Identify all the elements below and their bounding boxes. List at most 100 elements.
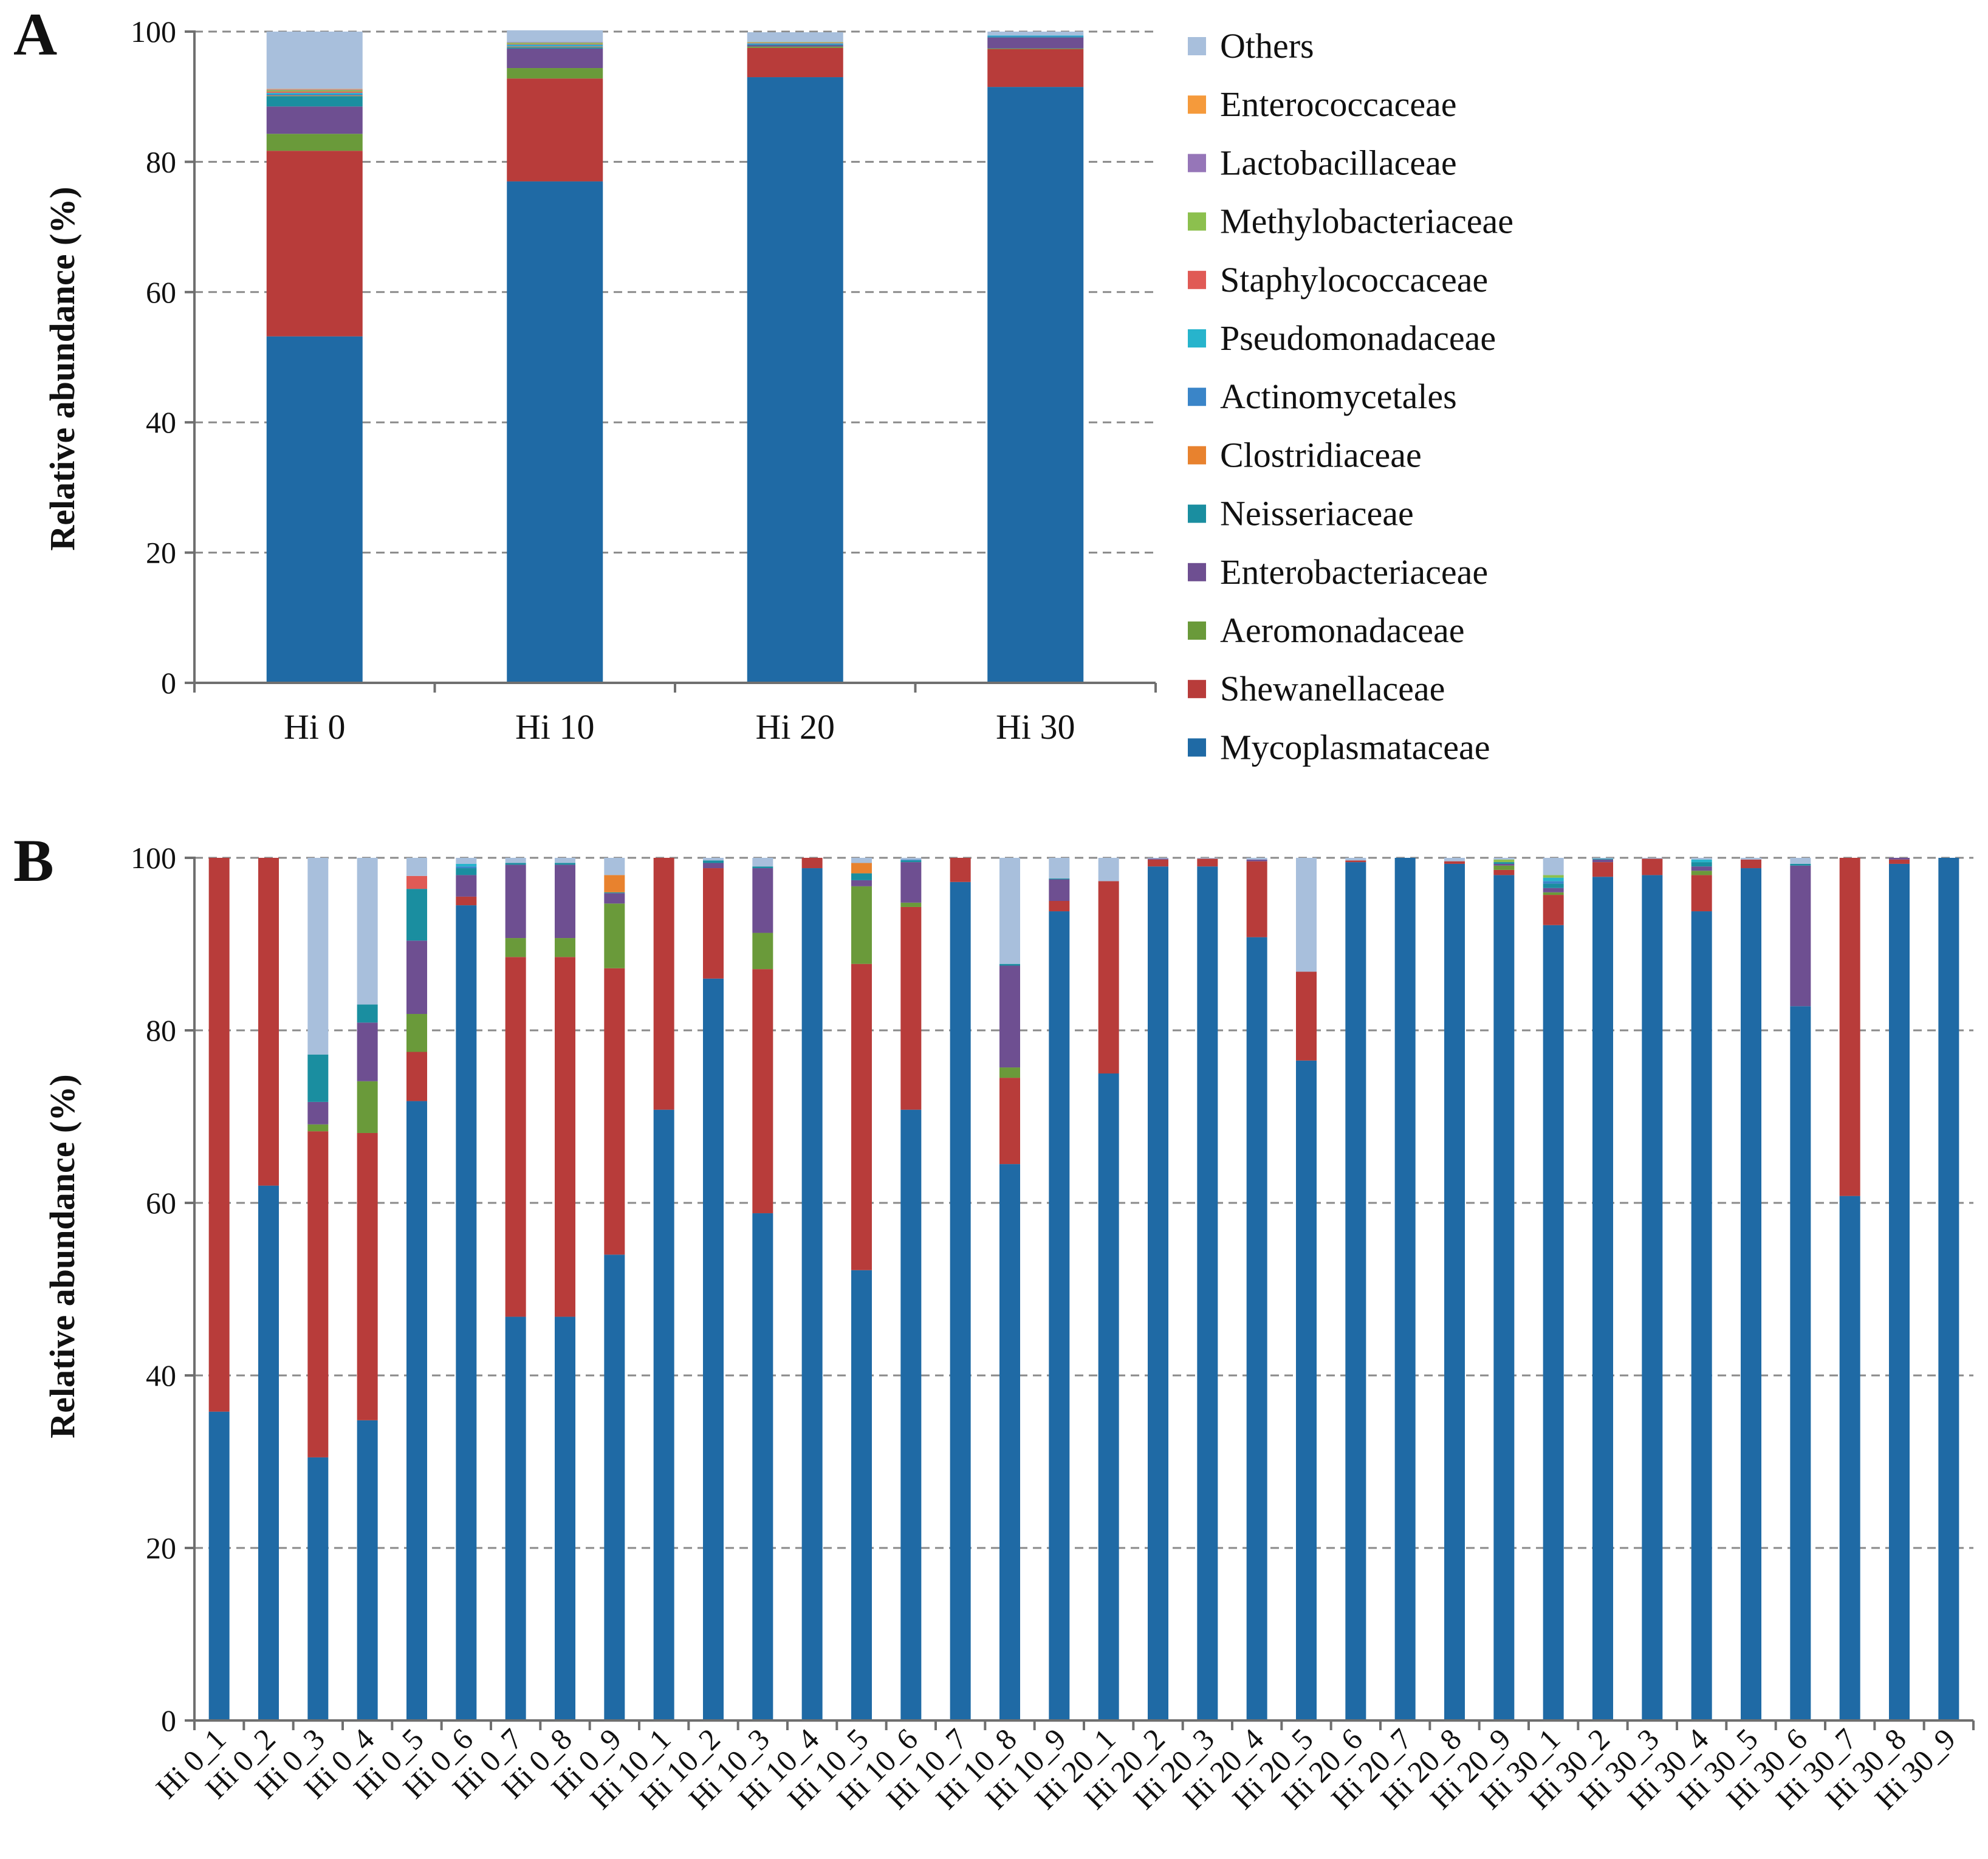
panel-b-y-tick-label: 20 xyxy=(146,1531,176,1565)
panel-a-segment-hi-10-methylobacteriaceae xyxy=(507,43,603,44)
legend-label-clostridiaceae: Clostridiaceae xyxy=(1220,435,1422,474)
panel-a-x-tick-label: Hi 10 xyxy=(515,707,595,747)
panel-b-segment-hi-30-1-methylobacteriaceae xyxy=(1543,875,1564,878)
legend-label-enterobacteriaceae: Enterobacteriaceae xyxy=(1220,552,1488,592)
panel-b-segment-hi-0-9-enterobacteriaceae xyxy=(604,893,625,904)
panel-b-segment-hi-0-2-mycoplasmataceae xyxy=(258,1185,279,1720)
panel-b-segment-hi-0-7-shewanellaceae xyxy=(505,957,526,1317)
legend-swatch-enterobacteriaceae xyxy=(1188,563,1206,581)
panel-b-segment-hi-0-4-mycoplasmataceae xyxy=(357,1420,378,1720)
panel-b-segment-hi-30-4-aeromonadaceae xyxy=(1691,871,1712,875)
panel-b-segment-hi-30-6-others xyxy=(1790,858,1811,864)
panel-b-bar-hi-0-2 xyxy=(258,858,279,1720)
panel-b-y-tick-label: 40 xyxy=(146,1358,176,1392)
panel-b-bar-hi-0-3 xyxy=(307,858,329,1720)
panel-b-segment-hi-10-3-enterobacteriaceae xyxy=(752,868,773,933)
panel-b-segment-hi-10-9-enterobacteriaceae xyxy=(1049,879,1070,901)
panel-b-segment-hi-30-3-mycoplasmataceae xyxy=(1642,875,1663,1720)
panel-a-segment-hi-20-pseudomonadaceae xyxy=(747,43,843,44)
panel-b-segment-hi-20-8-shewanellaceae xyxy=(1444,861,1465,864)
panel-a-segment-hi-0-methylobacteriaceae xyxy=(266,90,363,92)
panel-b-segment-hi-0-1-mycoplasmataceae xyxy=(208,1411,230,1720)
panel-b-bar-hi-20-7 xyxy=(1394,858,1416,1720)
panel-a-segment-hi-30-others xyxy=(987,32,1084,36)
legend-label-pseudomonadaceae: Pseudomonadaceae xyxy=(1220,318,1496,358)
panel-b-y-tick-label: 0 xyxy=(161,1703,176,1737)
panel-b-segment-hi-10-8-aeromonadaceae xyxy=(999,1067,1020,1078)
panel-b-axes xyxy=(185,857,1975,1730)
panel-b-bars xyxy=(208,858,1959,1720)
panel-b-segment-hi-20-9-neisseriaceae xyxy=(1493,862,1515,864)
legend-label-neisseriaceae: Neisseriaceae xyxy=(1220,494,1414,533)
legend-item-clostridiaceae: Clostridiaceae xyxy=(1188,435,1422,474)
panel-b-segment-hi-30-4-neisseriaceae xyxy=(1691,862,1712,867)
panel-b-segment-hi-10-3-aeromonadaceae xyxy=(752,933,773,970)
panel-b-segment-hi-20-4-shewanellaceae xyxy=(1246,861,1267,937)
panel-b-segment-hi-30-4-shewanellaceae xyxy=(1691,875,1712,912)
panel-b-segment-hi-10-8-shewanellaceae xyxy=(999,1078,1020,1165)
panel-b-segment-hi-10-3-mycoplasmataceae xyxy=(752,1213,773,1720)
panel-b-bar-hi-30-7 xyxy=(1839,858,1860,1720)
legend-label-others: Others xyxy=(1220,26,1314,66)
panel-b-bar-hi-20-1 xyxy=(1098,858,1119,1720)
panel-b-segment-hi-20-8-others xyxy=(1444,858,1465,861)
panel-b-segment-hi-30-1-actinomycetales xyxy=(1543,881,1564,884)
panel-b-segment-hi-0-7-aeromonadaceae xyxy=(505,938,526,957)
panel-b-segment-hi-30-1-enterobacteriaceae xyxy=(1543,888,1564,892)
panel-b-segment-hi-30-7-mycoplasmataceae xyxy=(1839,1196,1860,1720)
panel-b-segment-hi-10-5-aeromonadaceae xyxy=(851,886,872,964)
panel-b-segment-hi-20-2-mycoplasmataceae xyxy=(1148,866,1168,1720)
panel-a-segment-hi-10-aeromonadaceae xyxy=(507,68,603,79)
panel-b-segment-hi-20-6-shewanellaceae xyxy=(1345,860,1366,863)
legend-swatch-actinomycetales xyxy=(1188,388,1206,406)
panel-b-segment-hi-30-4-enterobacteriaceae xyxy=(1691,866,1712,871)
legend-swatch-enterococcaceae xyxy=(1188,95,1206,114)
panel-b-bar-hi-0-8 xyxy=(555,858,575,1720)
panel-b-bar-hi-30-6 xyxy=(1790,858,1811,1720)
panel-b-segment-hi-30-2-enterobacteriaceae xyxy=(1592,859,1613,863)
panel-b-segment-hi-0-4-others xyxy=(357,858,378,1005)
panel-a-segment-hi-0-pseudomonadaceae xyxy=(266,92,363,94)
panel-b-gridlines xyxy=(194,857,1973,1549)
panel-b-segment-hi-20-4-mycoplasmataceae xyxy=(1246,937,1267,1720)
panel-b-segment-hi-10-6-mycoplasmataceae xyxy=(900,1109,922,1720)
panel-b-segment-hi-30-6-enterobacteriaceae xyxy=(1790,865,1811,1007)
panel-b-segment-hi-0-5-staphylococcaceae xyxy=(406,875,427,889)
panel-b-bar-hi-20-4 xyxy=(1246,858,1267,1720)
panel-b-segment-hi-0-9-clostridiaceae xyxy=(604,875,625,892)
panel-a-segment-hi-0-lactobacillaceae xyxy=(266,89,363,91)
panel-a-segment-hi-30-actinomycetales xyxy=(987,36,1084,37)
panel-a-segment-hi-10-pseudomonadaceae xyxy=(507,44,603,46)
panel-b-segment-hi-10-2-others xyxy=(703,858,724,861)
panel-b-segment-hi-30-5-others xyxy=(1741,858,1761,860)
panel-b-segment-hi-0-8-aeromonadaceae xyxy=(555,938,575,957)
panel-b-segment-hi-0-4-neisseriaceae xyxy=(357,1004,378,1023)
panel-a-segment-hi-0-enterobacteriaceae xyxy=(266,106,363,134)
panel-b-bar-hi-20-6 xyxy=(1345,858,1366,1720)
legend-label-mycoplasmataceae: Mycoplasmataceae xyxy=(1220,727,1490,767)
panel-b-segment-hi-10-8-neisseriaceae xyxy=(999,964,1020,966)
panel-b-segment-hi-0-6-enterobacteriaceae xyxy=(456,875,477,897)
panel-a-segment-hi-10-actinomycetales xyxy=(507,46,603,47)
panel-b-bar-hi-30-4 xyxy=(1691,858,1712,1720)
panel-a-bar-hi-0 xyxy=(266,32,363,683)
legend-item-mycoplasmataceae: Mycoplasmataceae xyxy=(1188,727,1490,767)
panel-b-y-tick-label: 80 xyxy=(146,1013,176,1047)
panel-a-chart: A Relative abundance (%) 0 20 40 60 80 100 Hi … xyxy=(13,1,1157,747)
panel-b-bar-hi-0-5 xyxy=(406,858,427,1720)
panel-b-bar-hi-20-5 xyxy=(1296,858,1317,1720)
panel-b-segment-hi-30-4-pseudomonadaceae xyxy=(1691,859,1712,863)
panel-b-segment-hi-20-5-mycoplasmataceae xyxy=(1296,1060,1317,1720)
panel-b-segment-hi-0-7-neisseriaceae xyxy=(505,863,526,865)
panel-b-segment-hi-0-8-neisseriaceae xyxy=(555,863,575,865)
panel-b-segment-hi-0-5-neisseriaceae xyxy=(406,889,427,941)
panel-b-segment-hi-10-8-others xyxy=(999,858,1020,964)
panel-b-segment-hi-20-5-others xyxy=(1296,858,1317,972)
panel-b-segment-hi-10-5-others xyxy=(851,858,872,863)
panel-b-segment-hi-0-6-actinomycetales xyxy=(456,866,477,869)
panel-b-segment-hi-30-5-shewanellaceae xyxy=(1741,859,1761,869)
panel-b-segment-hi-0-3-neisseriaceae xyxy=(307,1054,329,1102)
panel-b-segment-hi-20-4-enterobacteriaceae xyxy=(1246,859,1267,861)
panel-b-segment-hi-10-1-shewanellaceae xyxy=(653,858,674,1110)
panel-b-segment-hi-10-6-aeromonadaceae xyxy=(900,902,922,907)
